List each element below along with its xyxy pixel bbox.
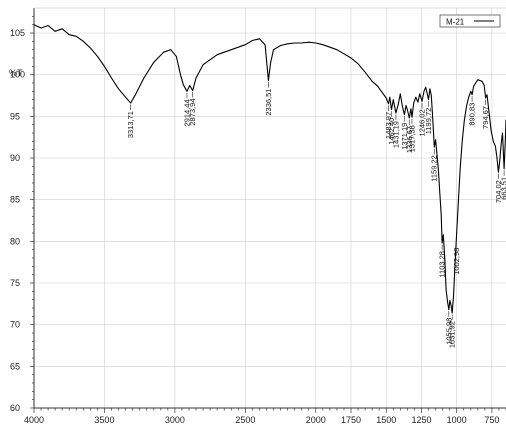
- y-axis-label: %T: [9, 68, 23, 78]
- x-tick-label: 750: [484, 415, 499, 425]
- x-tick-label: 1000: [447, 415, 467, 425]
- y-tick-label: 85: [10, 195, 20, 205]
- peak-annotation: 2336,51: [264, 82, 273, 116]
- legend: M-21: [439, 14, 501, 28]
- peak-annotation: 1159,22: [430, 148, 439, 182]
- y-tick-label: 95: [10, 111, 20, 121]
- peak-annotation: 2914,44: [182, 92, 191, 126]
- y-tick-label: 65: [10, 361, 20, 371]
- peak-label: 2336,51: [264, 89, 273, 116]
- legend-entry-label: M-21: [446, 18, 465, 27]
- legend-box: [439, 14, 501, 28]
- y-tick-label: 100: [10, 70, 25, 80]
- peak-annotation: 2873,94: [188, 92, 197, 126]
- peak-label: 1002,98: [452, 248, 461, 275]
- peak-annotation: 1371,19: [400, 116, 409, 150]
- x-tick-label: 1500: [376, 415, 396, 425]
- peak-annotation: 1103,28: [438, 244, 447, 278]
- peak-label: 1159,22: [430, 155, 439, 182]
- peak-label: 1031,92: [448, 321, 457, 348]
- x-tick-label: 3500: [94, 415, 114, 425]
- peak-label: 1199,72: [424, 108, 433, 135]
- peak-annotation: 3313,71: [126, 104, 135, 138]
- peak-label: 1055,98: [444, 318, 453, 345]
- series-line: [33, 24, 506, 314]
- peak-annotation: 1199,72: [424, 101, 433, 134]
- x-tick-label: 2000: [306, 415, 326, 425]
- peak-label: 1431,19: [391, 121, 400, 148]
- peak-label: 1246,02: [418, 109, 427, 136]
- peak-label: 890,83: [468, 103, 477, 126]
- peak-annotation: 1317,38: [407, 118, 416, 152]
- peak-annotation: 663,51: [500, 170, 506, 200]
- peak-label: 2914,44: [182, 99, 191, 126]
- peak-annotation: 1336,67: [405, 119, 414, 153]
- series-layer: [33, 24, 506, 314]
- peak-annotation: 704,02: [494, 173, 503, 203]
- peak-label: 1462,40: [387, 118, 396, 145]
- peak-annotation: 1246,02: [418, 102, 427, 136]
- peak-label: 663,51: [500, 177, 506, 200]
- y-tick-label: 80: [10, 236, 20, 246]
- y-tick-label: 90: [10, 153, 20, 163]
- peak-label: 1371,19: [400, 123, 409, 150]
- y-tick-label: 70: [10, 320, 20, 330]
- x-tick-label: 3000: [165, 415, 185, 425]
- peak-label: 794,67: [481, 106, 490, 129]
- peak-label: 1317,38: [407, 125, 416, 152]
- x-tick-label: 4000: [24, 415, 44, 425]
- axis-layer: 4000 3500 3000 2500 2000 1750 1500 1250 1000 750 6…: [10, 7, 506, 425]
- x-tick-label: 1250: [411, 415, 431, 425]
- peak-label: 704,02: [494, 180, 503, 203]
- peak-annotation: 1462,40: [387, 111, 396, 145]
- peak-annotation: 1002,98: [452, 241, 461, 275]
- peak-annotation: 1483,97: [384, 105, 393, 139]
- y-tick-label: 60: [10, 403, 20, 413]
- peak-label: 2873,94: [188, 99, 197, 126]
- x-tick-label: 2500: [235, 415, 255, 425]
- x-tick-label: 1750: [341, 415, 361, 425]
- y-tick-label: 105: [10, 28, 25, 38]
- peak-label: 1483,97: [384, 112, 393, 139]
- peak-annotation: 1031,92: [448, 314, 457, 348]
- peak-annotation: 890,83: [468, 96, 477, 126]
- peak-annotation: 1055,98: [444, 311, 453, 345]
- y-tick-label: 75: [10, 278, 20, 288]
- peak-label: 3313,71: [126, 111, 135, 138]
- peak-label: 1336,67: [405, 126, 414, 153]
- peak-annotation: 794,67: [481, 99, 490, 129]
- peak-annotation: 1431,19: [391, 114, 400, 148]
- peak-label: 1103,28: [438, 251, 447, 278]
